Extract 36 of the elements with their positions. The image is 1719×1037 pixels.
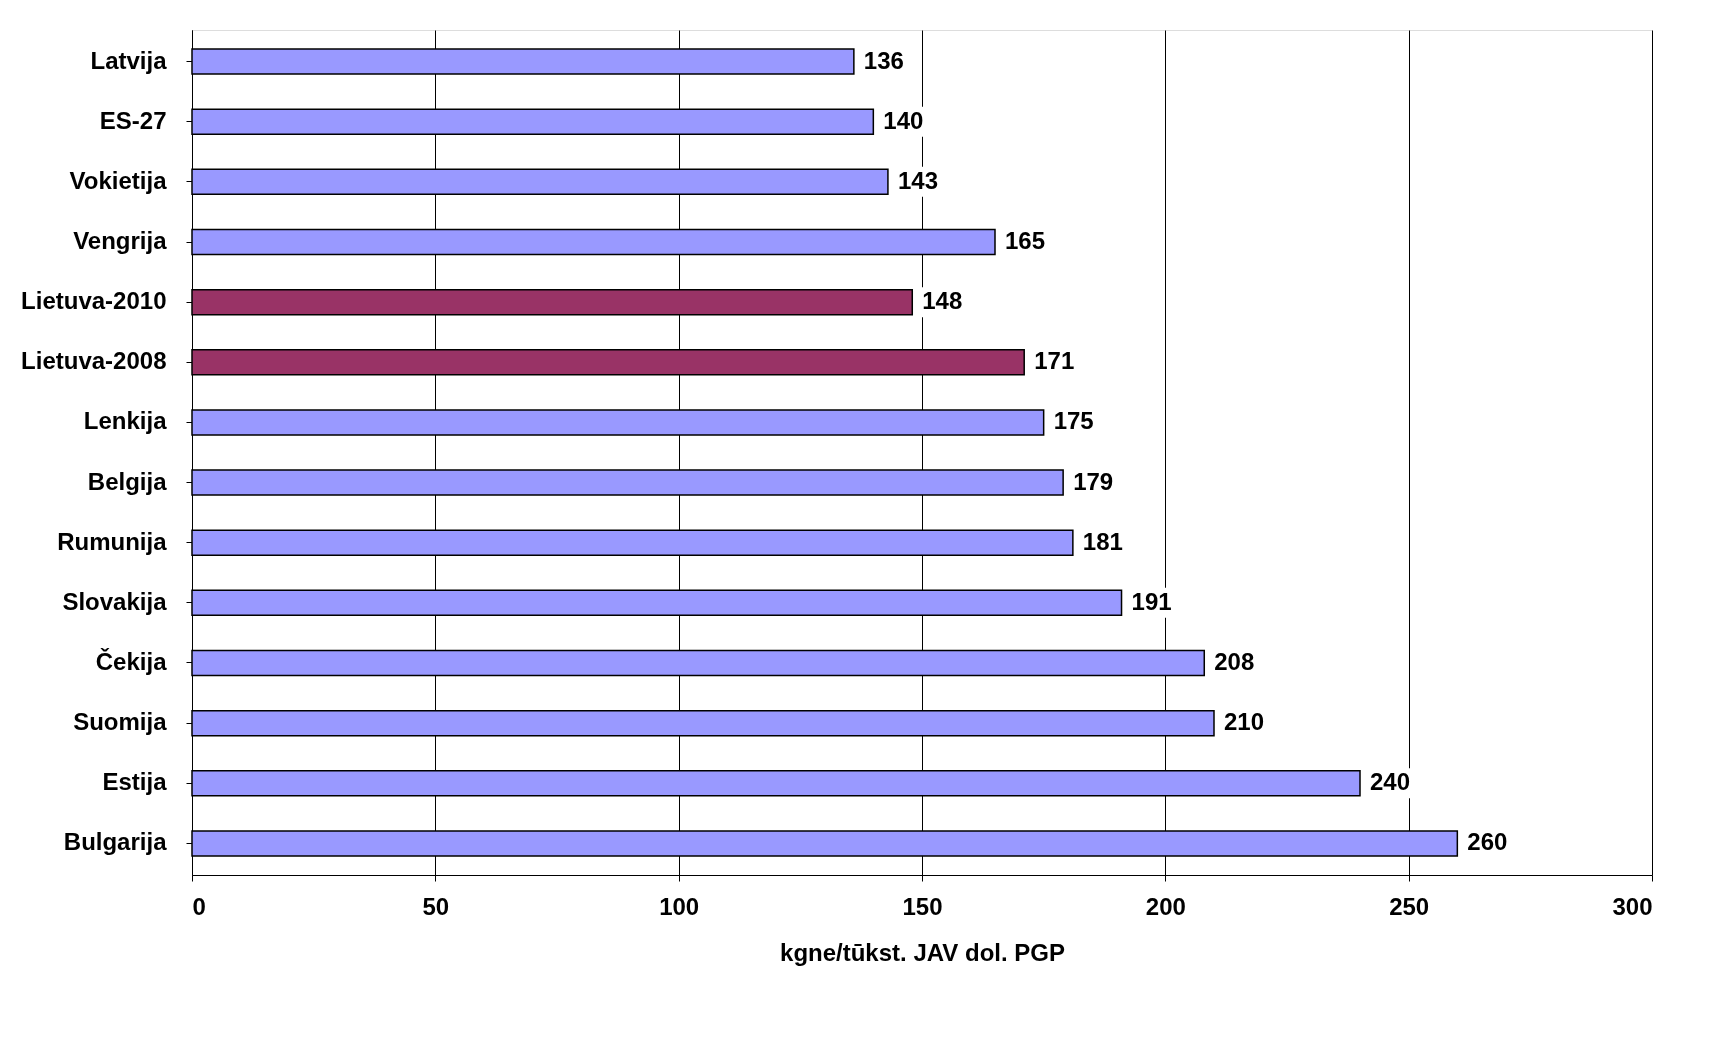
y-tick-label: Latvija <box>90 46 168 74</box>
y-tick-label: Vokietija <box>69 166 168 194</box>
y-tick-label: Vengrija <box>73 227 168 254</box>
data-label: 148 <box>922 287 963 315</box>
x-tick-label: 50 <box>422 892 450 920</box>
y-tick-label: Estija <box>102 768 168 796</box>
x-tick-label: 200 <box>1145 892 1186 920</box>
y-tick-label: ES-27 <box>99 106 167 134</box>
data-label: 136 <box>863 46 904 74</box>
y-tick-label: Čekija <box>95 648 168 675</box>
data-label: 260 <box>1467 828 1508 856</box>
y-tick-label: Lietuva-2010 <box>21 287 167 315</box>
x-axis-title: kgne/tūkst. JAV dol. PGP <box>780 938 1065 966</box>
data-label: 181 <box>1082 527 1123 555</box>
y-tick-label: Suomija <box>73 708 168 736</box>
y-tick-label: Belgija <box>87 467 168 495</box>
x-tick-label: 250 <box>1389 892 1430 920</box>
x-tick-label: 0 <box>192 892 206 920</box>
y-tick-label: Lenkija <box>83 407 168 435</box>
x-tick-label: 100 <box>659 892 700 920</box>
y-tick-label: Rumunija <box>57 527 168 555</box>
y-tick-label: Slovakija <box>62 587 168 615</box>
y-tick-label: Lietuva-2008 <box>21 347 167 375</box>
data-label: 191 <box>1131 587 1172 615</box>
data-label: 210 <box>1224 708 1265 736</box>
data-label: 240 <box>1370 768 1411 796</box>
data-label: 165 <box>1005 227 1046 254</box>
data-label: 179 <box>1073 467 1114 495</box>
x-tick-label: 150 <box>902 892 943 920</box>
data-label: 175 <box>1053 407 1094 435</box>
data-label: 171 <box>1034 347 1075 375</box>
x-tick-label: 300 <box>1612 892 1653 920</box>
data-label: 140 <box>883 106 924 134</box>
data-label: 208 <box>1214 648 1255 675</box>
y-tick-label: Bulgarija <box>63 828 168 856</box>
data-label: 143 <box>897 166 938 194</box>
